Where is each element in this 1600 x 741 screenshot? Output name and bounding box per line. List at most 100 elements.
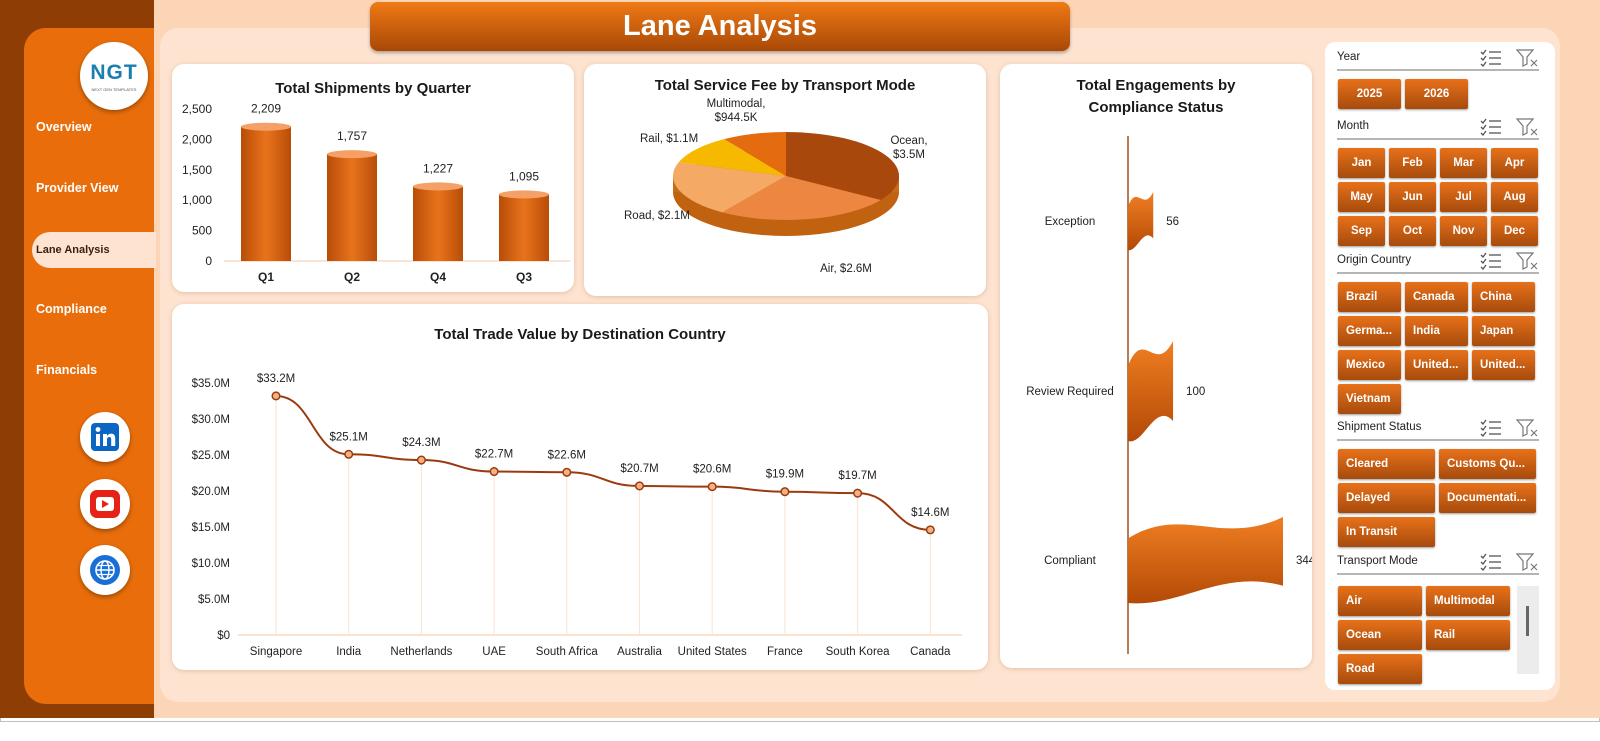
slicer-month-jan[interactable]: Jan: [1338, 148, 1385, 178]
slicer-transport-multimodal[interactable]: Multimodal: [1426, 586, 1510, 616]
value-label: 344: [1296, 555, 1312, 567]
nav-item-financials[interactable]: Financials: [36, 363, 98, 377]
pie-label-value: $944.5K: [715, 112, 758, 124]
service-fee-pie-chart: Ocean, $3.5M Air, $2.6M Road, $2.1M Rail, $1…: [624, 98, 928, 275]
slicer-month-jul[interactable]: Jul: [1440, 182, 1487, 212]
linkedin-link[interactable]: [80, 412, 130, 462]
slicer-origin-mexico-6[interactable]: Mexico: [1338, 350, 1401, 380]
data-point: [853, 488, 863, 498]
x-tick-label: United States: [678, 646, 747, 658]
shipment-status-slicer-title: Shipment Status: [1337, 421, 1422, 433]
engagements-chart-title-line2: Compliance Status: [1088, 99, 1224, 116]
data-label: $14.6M: [911, 507, 949, 519]
slicer-origin-canada-1[interactable]: Canada: [1405, 282, 1468, 312]
slicer-origin-brazil-0[interactable]: Brazil: [1338, 282, 1401, 312]
slicer-origin-india-4[interactable]: India: [1405, 316, 1468, 346]
data-point: [707, 482, 717, 492]
slicer-status-cleared[interactable]: Cleared: [1338, 449, 1435, 479]
origin-country-slicer-title: Origin Country: [1337, 254, 1412, 266]
x-tick-label: Canada: [910, 646, 951, 658]
shipments-chart-title: Total Shipments by Quarter: [275, 80, 471, 97]
slicer-status-delayed[interactable]: Delayed: [1338, 483, 1435, 513]
slicer-origin-japan-5[interactable]: Japan: [1472, 316, 1535, 346]
data-point: [634, 481, 645, 491]
slicer-origin-united-7[interactable]: United...: [1405, 350, 1468, 380]
slicer-year-2026[interactable]: 2026: [1405, 79, 1468, 109]
slicer-month-feb[interactable]: Feb: [1389, 148, 1436, 178]
slicer-month-jun[interactable]: Jun: [1389, 182, 1436, 212]
youtube-icon: [90, 490, 120, 518]
month-slicer-title: Month: [1337, 120, 1369, 132]
nav-item-overview[interactable]: Overview: [36, 120, 92, 134]
slicer-month-nov[interactable]: Nov: [1440, 216, 1487, 246]
pie-label-name: Multimodal,: [707, 98, 766, 110]
clear-filter-icon[interactable]: [1515, 552, 1539, 572]
slicer-status-customs-qu[interactable]: Customs Qu...: [1439, 449, 1536, 479]
data-point: [344, 449, 354, 459]
sidebar: NGT NEXT GEN TEMPLATES Overview Provider…: [24, 28, 156, 704]
youtube-link[interactable]: [80, 479, 130, 529]
slicer-transport-air[interactable]: Air: [1338, 586, 1422, 616]
trade-value-line: [275, 394, 931, 531]
pie-slice-multimodal: [724, 132, 786, 176]
engagement-bar-compliant: [1128, 517, 1283, 604]
trade-value-line-chart: $0 $5.0M $10.0M $15.0M $20.0M $25.0M $30.0M $35…: [192, 373, 962, 658]
multi-select-icon[interactable]: [1479, 48, 1503, 68]
slicer-panel: Year 2025 2026 Month Jan Feb Mar Apr May Jun Jul Au…: [1325, 42, 1555, 690]
bar-q3: [499, 194, 549, 261]
slicer-icon-group: [1479, 251, 1539, 276]
trade-value-chart-title: Total Trade Value by Destination Country: [434, 326, 726, 343]
clear-filter-icon[interactable]: [1515, 48, 1539, 68]
slicer-year-2025[interactable]: 2025: [1338, 79, 1401, 109]
slicer-month-mar[interactable]: Mar: [1440, 148, 1487, 178]
multi-select-icon[interactable]: [1479, 552, 1503, 572]
slicer-month-dec[interactable]: Dec: [1491, 216, 1538, 246]
bar-value-label: 1,095: [509, 169, 539, 183]
clear-filter-icon[interactable]: [1515, 251, 1539, 271]
page-title: Lane Analysis: [370, 2, 1070, 51]
category-label: Exception: [1045, 216, 1096, 228]
nav-item-provider-view[interactable]: Provider View: [36, 181, 119, 195]
slicer-status-documentati[interactable]: Documentati...: [1439, 483, 1536, 513]
slicer-origin-vietnam-9[interactable]: Vietnam: [1338, 384, 1401, 414]
y-tick-label: $35.0M: [192, 378, 230, 390]
bar-q4: [413, 186, 463, 261]
pie-slice-road: [673, 162, 786, 213]
x-tick-label: UAE: [482, 646, 506, 658]
clear-filter-icon[interactable]: [1515, 117, 1539, 137]
value-label: 100: [1186, 386, 1205, 398]
nav-item-compliance[interactable]: Compliance: [36, 302, 107, 316]
slicer-origin-china-2[interactable]: China: [1472, 282, 1535, 312]
transport-mode-slicer-header: Transport Mode: [1337, 551, 1539, 575]
multi-select-icon[interactable]: [1479, 251, 1503, 271]
y-tick-label: 0: [205, 254, 212, 268]
slicer-status-in-transit[interactable]: In Transit: [1338, 517, 1435, 547]
data-label: $19.9M: [766, 469, 804, 481]
slicer-origin-germa-3[interactable]: Germa...: [1338, 316, 1401, 346]
clear-filter-icon[interactable]: [1515, 418, 1539, 438]
nav-item-lane-analysis[interactable]: Lane Analysis: [32, 232, 156, 268]
data-label: $22.6M: [548, 449, 586, 461]
website-link[interactable]: [80, 545, 130, 595]
slicer-transport-rail[interactable]: Rail: [1426, 620, 1510, 650]
shipments-by-quarter-card: Total Shipments by Quarter 0 500 1,000 1,50…: [172, 64, 574, 292]
x-tick-label: Netherlands: [390, 646, 452, 658]
x-tick-label: Singapore: [250, 646, 302, 658]
slicer-transport-road[interactable]: Road: [1338, 654, 1422, 684]
y-tick-label: $0: [217, 630, 230, 642]
slicer-month-aug[interactable]: Aug: [1491, 182, 1538, 212]
slicer-origin-united-8[interactable]: United...: [1472, 350, 1535, 380]
slicer-month-may[interactable]: May: [1338, 182, 1385, 212]
service-fee-chart-title: Total Service Fee by Transport Mode: [654, 77, 916, 94]
slicer-scrollbar[interactable]: [1517, 586, 1539, 674]
slicer-scrollbar-thumb[interactable]: [1526, 606, 1529, 636]
slicer-month-oct[interactable]: Oct: [1389, 216, 1436, 246]
bar-cap: [327, 150, 377, 159]
pie-label: Road, $2.1M: [624, 210, 690, 222]
multi-select-icon[interactable]: [1479, 117, 1503, 137]
engagements-bar-chart: Exception 56 Review Required 100 Compliant 34…: [1026, 136, 1312, 654]
slicer-transport-ocean[interactable]: Ocean: [1338, 620, 1422, 650]
multi-select-icon[interactable]: [1479, 418, 1503, 438]
slicer-month-apr[interactable]: Apr: [1491, 148, 1538, 178]
slicer-month-sep[interactable]: Sep: [1338, 216, 1385, 246]
